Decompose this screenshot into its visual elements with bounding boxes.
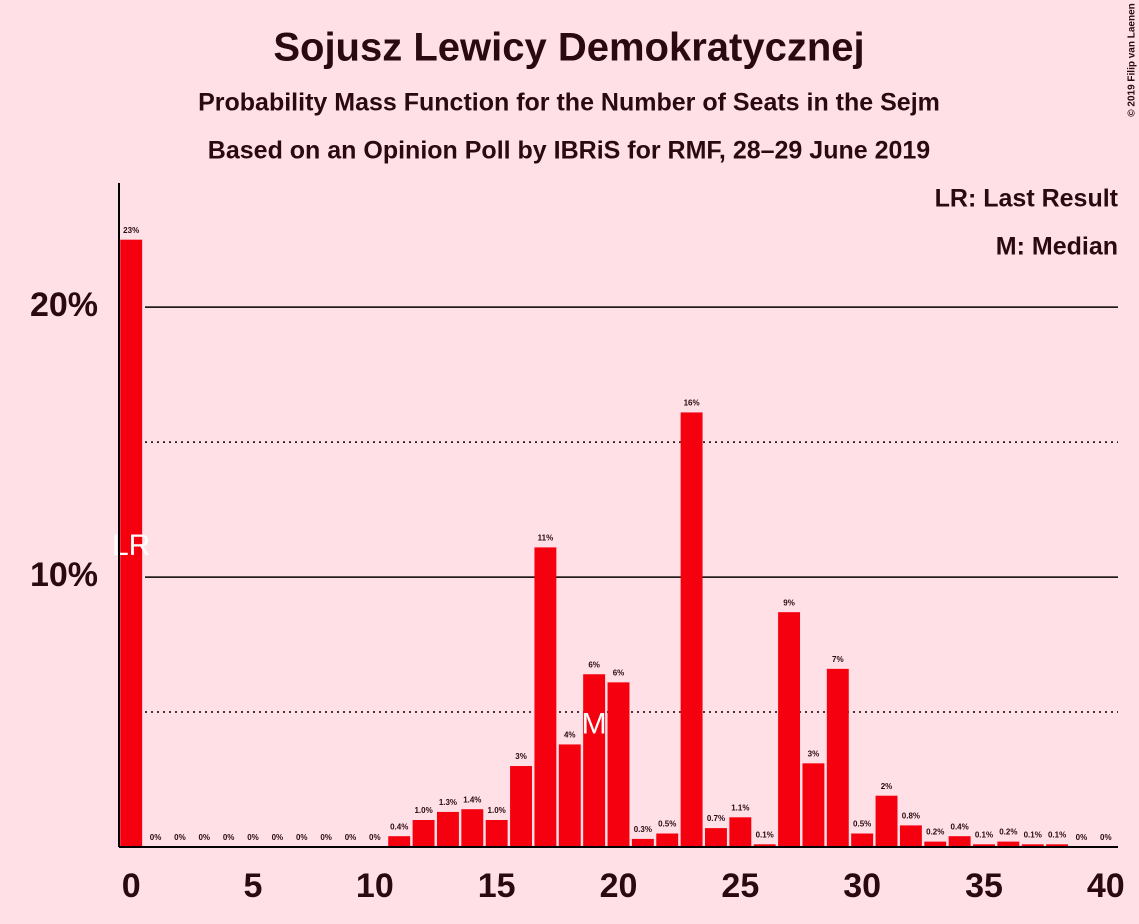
value-label: 2% (881, 782, 893, 791)
bar (607, 682, 630, 847)
chart-subtitle: Probability Mass Function for the Number… (198, 89, 940, 117)
bar (704, 828, 727, 847)
value-label: 0% (223, 833, 235, 842)
bar (510, 766, 533, 847)
value-label: 6% (588, 660, 600, 669)
bar (680, 412, 703, 847)
bar (778, 612, 801, 847)
value-label: 0% (296, 833, 308, 842)
bar (1021, 844, 1044, 847)
bar (388, 836, 411, 847)
value-label: 0% (320, 833, 332, 842)
bar (973, 844, 995, 847)
value-label: 0.1% (1024, 830, 1042, 839)
value-label: 6% (613, 668, 625, 677)
bar (120, 239, 143, 847)
bar (851, 833, 874, 847)
bar (875, 795, 898, 847)
value-label: 0.1% (975, 830, 993, 839)
value-label: 3% (808, 749, 820, 758)
value-label: 0% (247, 833, 259, 842)
value-label: 0% (198, 833, 210, 842)
bar (558, 744, 581, 847)
value-label: 1.1% (731, 803, 749, 812)
value-label: 0% (1100, 833, 1112, 842)
bar (826, 668, 849, 847)
value-label: 4% (564, 731, 576, 740)
x-tick-label: 0 (122, 867, 141, 905)
value-label: 0.7% (707, 814, 725, 823)
value-label: 0.4% (951, 822, 969, 831)
legend-entry: LR: Last Result (935, 185, 1119, 213)
value-label: 1.4% (463, 795, 481, 804)
value-label: 11% (538, 533, 554, 542)
value-label: 9% (783, 598, 795, 607)
value-label: 0% (272, 833, 284, 842)
value-label: 1.3% (439, 798, 457, 807)
chart-subtitle: Based on an Opinion Poll by IBRiS for RM… (208, 137, 930, 165)
bar (753, 844, 776, 847)
bar (802, 763, 825, 847)
x-tick-label: 20 (600, 867, 638, 905)
bar (461, 809, 484, 847)
value-label: 3% (515, 752, 527, 761)
x-tick-label: 40 (1087, 867, 1125, 905)
annotation: LR (112, 529, 150, 562)
value-label: 7% (832, 655, 844, 664)
bar (997, 841, 1020, 847)
annotation: M (582, 708, 607, 741)
value-label: 0.8% (902, 812, 920, 821)
bar (412, 820, 435, 847)
bar (1046, 844, 1069, 847)
x-tick-label: 15 (478, 867, 516, 905)
chart-title: Sojusz Lewicy Demokratycznej (273, 26, 864, 70)
bar (534, 547, 557, 847)
x-tick-label: 5 (244, 867, 263, 905)
value-label: 1.0% (414, 806, 432, 815)
x-tick-label: 30 (843, 867, 881, 905)
copyright: © 2019 Filip van Laenen (1127, 3, 1138, 117)
x-tick-label: 25 (721, 867, 759, 905)
x-tick-label: 10 (356, 867, 394, 905)
value-label: 0.3% (634, 825, 652, 834)
value-label: 0% (174, 833, 186, 842)
value-label: 23% (123, 226, 139, 235)
value-label: 0.1% (756, 830, 774, 839)
value-label: 0.2% (999, 828, 1017, 837)
value-label: 0% (150, 833, 162, 842)
bar (924, 841, 947, 847)
bar (729, 817, 752, 847)
value-label: 1.0% (488, 806, 506, 815)
value-label: 0.1% (1048, 830, 1066, 839)
bar (436, 811, 459, 847)
bar (485, 820, 508, 847)
value-label: 0% (1076, 833, 1088, 842)
y-tick-label: 10% (30, 556, 98, 594)
legend-entry: M: Median (996, 233, 1118, 261)
x-tick-label: 35 (965, 867, 1003, 905)
value-label: 0.5% (658, 820, 676, 829)
y-tick-label: 20% (30, 286, 98, 324)
value-label: 0% (345, 833, 357, 842)
value-label: 0.2% (926, 828, 944, 837)
bar (656, 833, 679, 847)
value-label: 0.4% (390, 822, 408, 831)
bar (899, 825, 922, 847)
value-label: 16% (684, 399, 700, 408)
value-label: 0.5% (853, 820, 871, 829)
bar (583, 674, 606, 847)
value-label: 0% (369, 833, 381, 842)
bar (631, 838, 654, 847)
bar (948, 836, 971, 847)
